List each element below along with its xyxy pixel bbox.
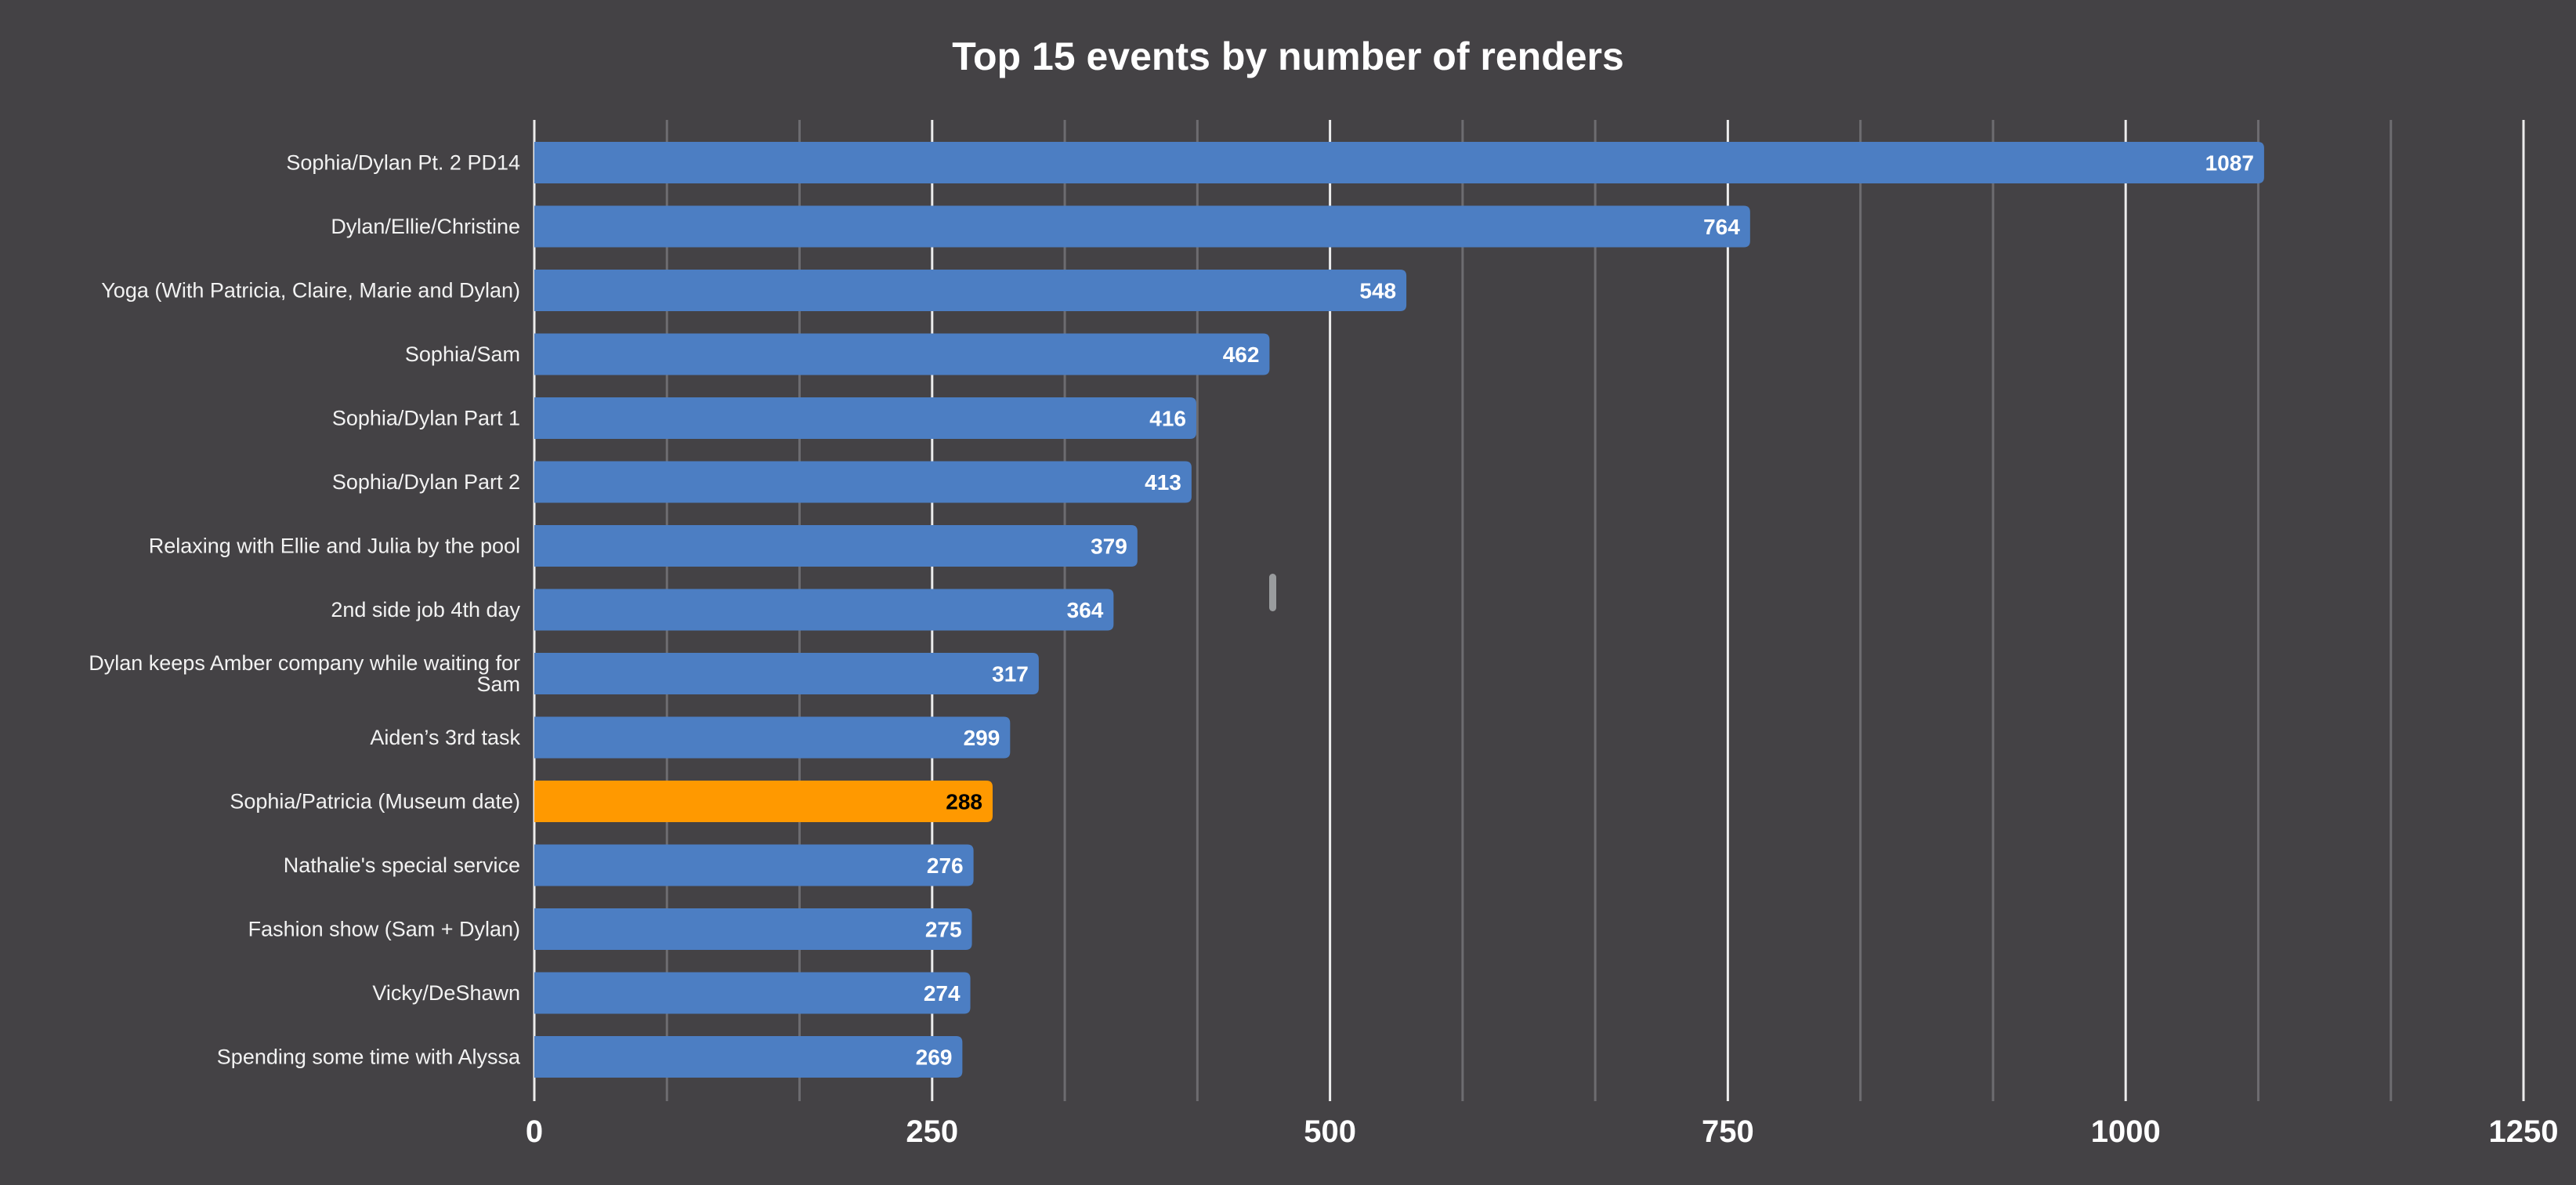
bar[interactable] [534,397,1196,439]
bar-value-label: 379 [1091,535,1127,559]
bar[interactable] [534,205,1750,248]
category-label-line: Vicky/DeShawn [372,981,520,1005]
x-tick-label: 0 [526,1114,543,1149]
category-label-line: Relaxing with Ellie and Julia by the poo… [149,535,520,558]
category-label-line: Dylan keeps Amber company while waiting … [89,651,520,675]
drag-handle[interactable] [1269,574,1276,611]
bar[interactable] [534,142,2264,183]
bars: 1087 764 548 462 416 413 379 364 317 299 288 276 275… [534,142,2264,1078]
x-axis-tick-labels: 0 250 500 750 1000 1250 [526,1114,2559,1149]
category-label: Relaxing with Ellie and Julia by the poo… [149,535,520,558]
bar[interactable] [534,333,1270,375]
category-label-line: Fashion show (Sam + Dylan) [248,918,520,941]
bar-value-label: 462 [1223,342,1260,367]
bar[interactable] [534,1036,963,1078]
category-label-line: Sophia/Dylan Part 2 [332,470,520,494]
chart-title: Top 15 events by number of renders [952,34,1624,78]
category-label-line: Spending some time with Alyssa [217,1045,521,1069]
bar-value-label: 288 [946,790,982,814]
category-label: 2nd side job 4th day [331,598,520,621]
category-label: Yoga (With Patricia, Claire, Marie and D… [101,279,520,303]
bar[interactable] [534,589,1114,631]
category-label: Sophia/Dylan Pt. 2 PD14 [286,151,520,175]
category-label-line: Yoga (With Patricia, Claire, Marie and D… [101,279,520,303]
category-label: Spending some time with Alyssa [217,1045,521,1069]
bar-value-label: 764 [1703,215,1740,239]
category-label-line: Dylan/Ellie/Christine [331,215,520,238]
x-tick-label: 750 [1702,1114,1754,1149]
category-label: Dylan/Ellie/Christine [331,215,520,238]
category-label-line: Sophia/Dylan Pt. 2 PD14 [286,151,520,175]
bar-value-label: 416 [1149,407,1186,431]
category-label: Dylan keeps Amber company while waiting … [89,651,520,696]
category-label: Sophia/Sam [405,342,520,366]
bar[interactable] [534,270,1407,311]
category-label-line: Sophia/Patricia (Museum date) [230,790,520,814]
bar-value-label: 269 [916,1045,953,1070]
category-label-line: Sophia/Dylan Part 1 [332,407,520,430]
category-label: Vicky/DeShawn [372,981,520,1005]
category-label-line: 2nd side job 4th day [331,598,520,621]
x-tick-label: 250 [906,1114,958,1149]
bar-value-label: 274 [924,981,961,1006]
category-label: Sophia/Dylan Part 2 [332,470,520,494]
bar[interactable] [534,716,1011,759]
bar-value-label: 299 [964,726,1000,750]
bar-value-label: 276 [927,853,964,878]
category-label-line: Nathalie's special service [284,853,520,877]
category-labels: Sophia/Dylan Pt. 2 PD14 Dylan/Ellie/Chris… [89,151,521,1069]
bar-highlighted[interactable] [534,781,993,822]
bar-value-label: 364 [1067,598,1104,622]
bar[interactable] [534,844,974,886]
category-label-line: Sam [476,672,520,696]
bar[interactable] [534,525,1138,567]
x-tick-label: 1250 [2489,1114,2559,1149]
category-label-line: Sophia/Sam [405,342,520,366]
category-label: Nathalie's special service [284,853,520,877]
bar-value-label: 275 [925,918,962,942]
category-label-line: Aiden’s 3rd task [370,726,520,749]
bar-value-label: 413 [1145,470,1181,495]
x-tick-label: 1000 [2091,1114,2161,1149]
category-label: Sophia/Patricia (Museum date) [230,790,520,814]
bar[interactable] [534,972,971,1014]
bar[interactable] [534,653,1039,694]
bar[interactable] [534,461,1192,503]
category-label: Aiden’s 3rd task [370,726,520,749]
bar-value-label: 1087 [2205,151,2254,176]
bar-value-label: 548 [1359,279,1396,303]
category-label: Fashion show (Sam + Dylan) [248,918,520,941]
x-tick-label: 500 [1304,1114,1356,1149]
bar-value-label: 317 [992,662,1029,687]
category-label: Sophia/Dylan Part 1 [332,407,520,430]
bar[interactable] [534,908,972,950]
